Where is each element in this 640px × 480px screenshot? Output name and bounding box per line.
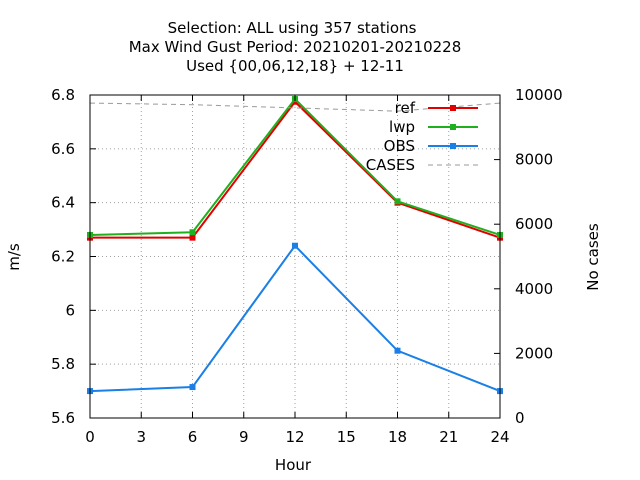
data-point-obs [394,347,401,354]
x-tick-label: 3 [136,428,146,446]
y-tick-label: 6 [65,301,75,319]
y2-tick-label: 6000 [515,215,553,233]
legend-marker-obs [450,143,456,149]
x-tick-label: 12 [285,428,304,446]
chart-title-line-1: Selection: ALL using 357 stations [168,19,417,37]
data-point-ref [189,234,196,241]
x-tick-label: 24 [490,428,509,446]
legend-label-ref: ref [395,99,416,117]
y-tick-label: 6.8 [51,86,75,104]
x-tick-label: 21 [439,428,458,446]
legend-label-cases: CASES [366,156,415,174]
y-tick-label: 6.4 [51,194,75,212]
y2-axis-label: No cases [584,223,602,291]
series-line-ref [90,100,501,239]
ticks: 0 3 6 9 12 15 18 21 24 5.6 5.8 6 6.2 6.4 6.6 6.8 0 2000 40… [51,86,563,446]
y-axis-label: m/s [5,243,23,271]
x-tick-label: 6 [188,428,198,446]
y-tick-label: 6.2 [51,248,75,266]
y2-tick-label: 0 [515,409,525,427]
legend-marker-lwp [450,124,456,130]
grid [90,95,500,418]
y2-tick-label: 10000 [515,86,563,104]
y-tick-label: 5.8 [51,355,75,373]
x-tick-label: 18 [388,428,407,446]
y-tick-label: 6.6 [51,140,75,158]
y2-tick-label: 8000 [515,151,553,169]
legend-label-obs: OBS [384,137,415,155]
y2-tick-label: 4000 [515,280,553,298]
legend-label-lwp: lwp [389,118,415,136]
data-point-obs [189,384,196,391]
x-tick-label: 9 [239,428,249,446]
chart-title-line-3: Used {00,06,12,18} + 12-11 [186,57,404,75]
x-axis-label: Hour [275,456,312,474]
data-point-lwp [394,198,401,205]
chart-title-line-2: Max Wind Gust Period: 20210201-20210228 [129,38,462,56]
data-point-lwp [189,229,196,236]
series-layer [87,96,503,395]
y-tick-label: 5.6 [51,409,75,427]
y2-tick-label: 2000 [515,344,553,362]
data-point-obs [292,242,298,249]
legend-marker-ref [450,105,456,111]
x-tick-label: 15 [337,428,356,446]
x-tick-label: 0 [85,428,95,446]
